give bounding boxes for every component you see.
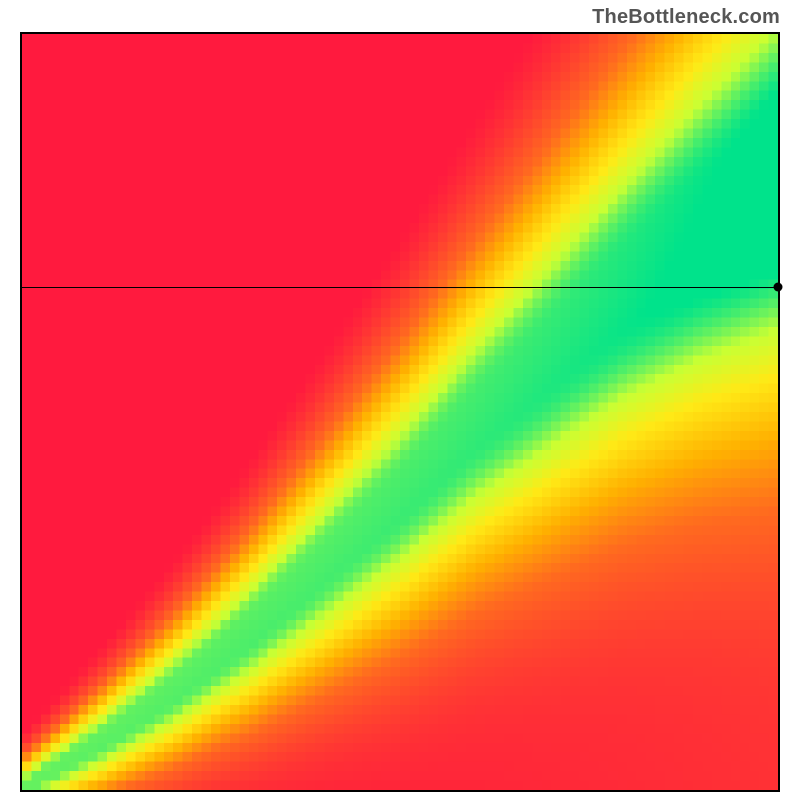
marker-horizontal-line bbox=[22, 287, 778, 288]
plot-frame bbox=[20, 32, 780, 792]
marker-dot bbox=[774, 283, 783, 292]
bottleneck-heatmap bbox=[22, 34, 778, 790]
watermark-text: TheBottleneck.com bbox=[592, 6, 780, 29]
